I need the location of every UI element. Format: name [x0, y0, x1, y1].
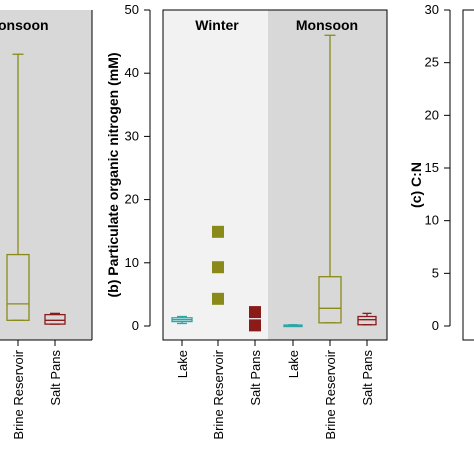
panel-b-winter-salt-pans-point-0 [249, 319, 261, 332]
left-x-label-1: Salt Pans [48, 350, 63, 406]
panel-b-x-label-1: Brine Reservoir [211, 349, 226, 439]
panel-b-x-tick-labels: Lake Brine Reservoir Salt Pans Lake Brine Re… [175, 340, 375, 440]
panel-c-y-tick-label-1: 5 [432, 265, 439, 280]
panel-c-y-tick-label-0: 0 [432, 318, 439, 333]
left-brine-reservoir-box [6, 53, 30, 321]
panel-b-frame [162, 9, 388, 341]
panel-c-y-tick-label-2: 10 [425, 213, 439, 228]
left-panel: onsoon Brine Reservoir Salt Pans [0, 10, 93, 440]
panel-b-winter-label: Winter [195, 17, 239, 33]
panel-c-y-axis: 0 5 10 15 20 25 30 [425, 2, 451, 333]
panel-c-frame [462, 9, 474, 341]
panel-c-y-tick-label-3: 15 [425, 160, 439, 175]
left-salt-pans-iqr-box [44, 313, 66, 325]
panel-b-y-tick-label-3: 30 [125, 128, 139, 143]
panel-b-monsoon-lake-box [283, 324, 303, 328]
panel-b-winter-salt-pans-points [249, 306, 261, 332]
panel-b-x-label-2: Salt Pans [248, 350, 263, 406]
left-panel-background [0, 10, 92, 340]
panel-c-y-tick-label-4: 20 [425, 107, 439, 122]
left-boxes [6, 53, 66, 325]
panel-b-winter-background [163, 10, 268, 340]
panel-b-winter-brine-reservoir-point-0 [212, 292, 224, 305]
panel-b: Winter Monsoon 0 10 20 30 40 50 (b) Particula… [105, 2, 388, 440]
panel-b-y-axis: 0 10 20 30 40 50 [125, 2, 151, 333]
panel-b-monsoon-salt-pans-iqr-box [357, 315, 377, 326]
panel-b-monsoon-brine-reservoir-iqr-box [318, 276, 342, 324]
panel-b-y-tick-label-1: 10 [125, 255, 139, 270]
panel-b-winter-salt-pans-point-1 [249, 306, 261, 319]
left-salt-pans-box [44, 312, 66, 325]
panel-b-monsoon-label: Monsoon [296, 17, 358, 33]
panel-b-x-label-3: Lake [286, 350, 301, 378]
panel-b-winter-lake-box [171, 315, 193, 325]
panel-c-y-tick-label-5: 25 [425, 55, 439, 70]
panel-b-y-axis-label: (b) Particulate organic nitrogen (mM) [105, 52, 121, 297]
panel-b-y-tick-label-2: 20 [125, 192, 139, 207]
panel-b-x-label-5: Salt Pans [360, 350, 375, 406]
panel-c-y-axis-label: (c) C:N [408, 162, 424, 208]
panel-b-marks [171, 34, 377, 332]
panel-c-y-tick-label-6: 30 [425, 2, 439, 17]
panel-b-monsoon-brine-reservoir-box [318, 34, 342, 324]
panel-b-monsoon-background [268, 10, 387, 340]
panel-b-x-label-0: Lake [175, 350, 190, 378]
left-x-tick-labels: Brine Reservoir Salt Pans [11, 340, 63, 440]
panel-b-monsoon-salt-pans-box [357, 312, 377, 326]
left-brine-reservoir-iqr-box [6, 253, 30, 321]
panel-b-y-tick-label-5: 50 [125, 2, 139, 17]
panel-b-winter-brine-reservoir-point-2 [212, 225, 224, 238]
panel-b-winter-brine-reservoir-points [212, 225, 224, 305]
panel-b-x-label-4: Brine Reservoir [323, 349, 338, 439]
left-panel-label: onsoon [0, 17, 49, 33]
left-x-label-0: Brine Reservoir [11, 349, 26, 439]
panel-c: 0 5 10 15 20 25 30 (c) C:N [408, 2, 474, 341]
panel-b-y-tick-label-0: 0 [132, 318, 139, 333]
panel-b-y-tick-label-4: 40 [125, 65, 139, 80]
panel-b-winter-brine-reservoir-point-1 [212, 261, 224, 274]
